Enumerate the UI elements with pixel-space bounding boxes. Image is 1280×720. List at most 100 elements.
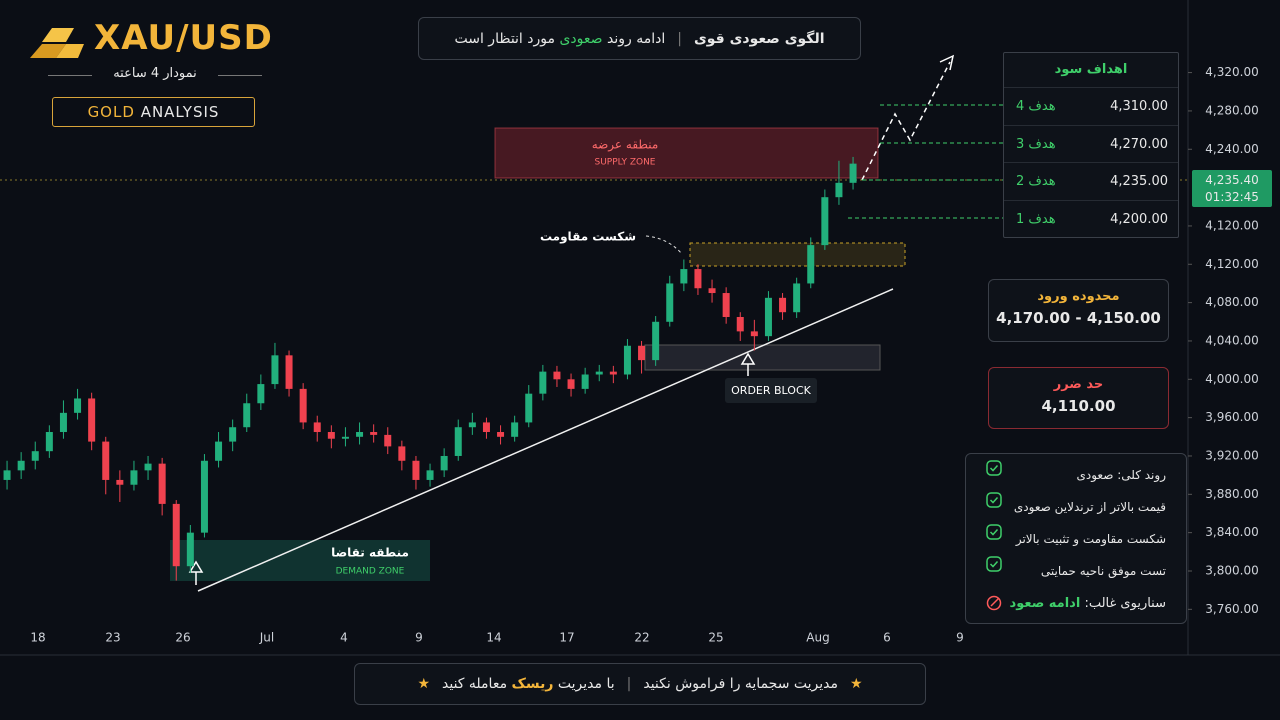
target-label: هدف 2 bbox=[1016, 174, 1056, 189]
x-tick-label: 25 bbox=[708, 631, 723, 645]
check-text: تست موفق ناحیه حمایتی bbox=[1040, 564, 1166, 578]
separator: | bbox=[626, 676, 632, 692]
check-box bbox=[986, 492, 1002, 508]
x-tick-label: 9 bbox=[415, 631, 423, 645]
separator: | bbox=[677, 30, 682, 47]
y-tick-label: 3,960.00 bbox=[1205, 410, 1258, 424]
candle-body bbox=[694, 269, 702, 289]
banner-pattern: الگوی صعودی قوی bbox=[693, 30, 825, 47]
check-item: روند کلی: صعودی bbox=[986, 460, 1166, 490]
candle-body bbox=[59, 412, 67, 433]
stop-panel: حد ضرر 4,110.00 bbox=[988, 367, 1169, 429]
candle-body bbox=[708, 288, 716, 294]
entry-value: 4,170.00 - 4,150.00 bbox=[996, 309, 1161, 327]
candle-body bbox=[497, 432, 505, 437]
target-value: 4,235.00 bbox=[1110, 174, 1168, 189]
y-tick-label: 4,240.00 bbox=[1205, 142, 1258, 156]
candle-body bbox=[454, 427, 462, 456]
up-arrow bbox=[740, 352, 756, 376]
targets-panel: اهداف سود هدف 4 4,310.00 هدف 3 4,270.00 هدف … bbox=[1003, 52, 1179, 238]
target-value: 4,270.00 bbox=[1110, 136, 1168, 152]
target-icon bbox=[986, 595, 1002, 611]
entry-panel: محدوده ورود 4,170.00 - 4,150.00 bbox=[988, 279, 1169, 342]
target-label: هدف 3 bbox=[1016, 136, 1056, 152]
axes: 4,320.00 4,280.00 4,240.00 4,120.00 4,120.00… bbox=[30, 65, 1258, 644]
scenario-value: ادامه صعود bbox=[1009, 595, 1081, 611]
check-icon bbox=[986, 556, 1002, 572]
check-mark bbox=[989, 528, 999, 536]
candle-body bbox=[793, 283, 801, 313]
order-block-tag bbox=[725, 378, 817, 403]
footer-left: مدیریت سجمایه را فراموش نکنید bbox=[643, 676, 838, 692]
demand-label-en: DEMAND ZONE bbox=[336, 567, 405, 577]
check-box bbox=[986, 556, 1002, 572]
candle-body bbox=[511, 422, 519, 437]
target-label: هدف 4 bbox=[1016, 99, 1056, 114]
banner-text: ادامه روند صعودی مورد انتظار است bbox=[454, 31, 665, 47]
demand-label: منطقه تقاضا bbox=[331, 546, 409, 560]
y-tick-label: 4,120.00 bbox=[1205, 257, 1258, 271]
candle-body bbox=[88, 398, 96, 442]
candle-body bbox=[74, 398, 82, 413]
x-tick-label: 17 bbox=[559, 631, 574, 645]
candle-body bbox=[158, 463, 166, 504]
y-tick-label: 4,000.00 bbox=[1205, 372, 1258, 386]
candle-body bbox=[750, 331, 758, 337]
check-text: روند کلی: صعودی bbox=[1076, 468, 1166, 482]
candle-body bbox=[807, 245, 815, 284]
candle-body bbox=[17, 460, 25, 471]
candle-body bbox=[764, 297, 772, 337]
candle-body bbox=[398, 446, 406, 461]
star: ★ bbox=[417, 676, 430, 692]
check-text: قیمت بالاتر از ترندلاین صعودی bbox=[1013, 500, 1166, 514]
candle-body bbox=[172, 503, 180, 567]
target-value: 4,310.00 bbox=[1110, 99, 1168, 114]
candle-body bbox=[581, 374, 589, 389]
x-tick-label: Aug bbox=[806, 631, 829, 645]
y-tick-label: 4,280.00 bbox=[1205, 103, 1258, 117]
candle-body bbox=[144, 463, 152, 471]
check-box bbox=[986, 460, 1002, 476]
banner: الگوی صعودی قوی | ادامه روند صعودی مورد … bbox=[418, 17, 861, 60]
check-text: شکست مقاومت و تثبیت بالاتر bbox=[1015, 532, 1166, 546]
check-mark bbox=[989, 496, 999, 504]
candle-body bbox=[426, 470, 434, 480]
y-tick-label: 4,320.00 bbox=[1205, 65, 1258, 79]
candle-body bbox=[482, 422, 490, 433]
projection bbox=[861, 61, 951, 181]
candle-body bbox=[102, 441, 110, 480]
candle-body bbox=[553, 371, 561, 380]
supply-label-en: SUPPLY ZONE bbox=[594, 158, 655, 168]
candle-body bbox=[539, 371, 547, 394]
candle-body bbox=[299, 388, 307, 423]
supply-label: منطقه عرضه bbox=[592, 138, 659, 153]
candles bbox=[3, 156, 857, 581]
footer-right: با مدیریت ریسک معامله کنید bbox=[442, 676, 615, 692]
candle-body bbox=[609, 371, 617, 375]
x-tick-label: 22 bbox=[634, 631, 649, 645]
check-mark bbox=[989, 464, 999, 472]
candle-body bbox=[849, 163, 857, 183]
last-price-box: 4,235.40 01:32:45 bbox=[1192, 170, 1272, 207]
resistance-zone bbox=[689, 242, 906, 267]
candle-body bbox=[666, 283, 674, 322]
gold-icon bbox=[30, 28, 84, 58]
symbol: XAU/USD bbox=[94, 18, 273, 58]
targets-title: اهداف سود bbox=[1054, 62, 1128, 77]
x-tick-label: 14 bbox=[486, 631, 501, 645]
y-tick-label: 3,920.00 bbox=[1205, 448, 1258, 462]
footer: ★ مدیریت سجمایه را فراموش نکنید | با مدی… bbox=[354, 663, 926, 705]
scenario-label: سناریوی غالب: bbox=[1084, 595, 1166, 611]
candle-body bbox=[186, 532, 194, 567]
footer-right-a: با مدیریت bbox=[557, 676, 615, 692]
candle-body bbox=[3, 470, 11, 480]
badge: GOLD ANALYSIS bbox=[52, 97, 255, 127]
candle-body bbox=[327, 432, 335, 439]
candle-body bbox=[835, 182, 843, 198]
check-icon bbox=[986, 460, 1002, 476]
candle-body bbox=[595, 371, 603, 375]
y-tick-label: 3,840.00 bbox=[1205, 525, 1258, 539]
target-label: هدف 1 bbox=[1016, 211, 1056, 227]
target-row: هدف 1 4,200.00 bbox=[1004, 199, 1178, 238]
